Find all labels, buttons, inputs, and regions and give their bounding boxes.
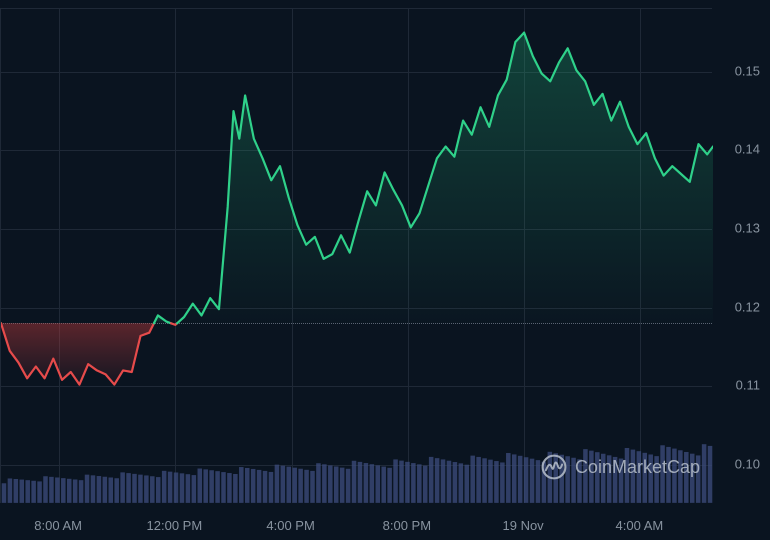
y-tick-label: 0.11 (736, 378, 760, 393)
y-tick-label: 0.12 (735, 299, 760, 314)
y-tick-label: 0.14 (735, 142, 760, 157)
y-tick-label: 0.13 (735, 221, 760, 236)
x-tick-label: 12:00 PM (147, 518, 203, 533)
x-tick-label: 8:00 AM (34, 518, 82, 533)
y-tick-label: 0.10 (735, 456, 760, 471)
attribution: CoinMarketCap (541, 454, 700, 480)
x-tick-label: 19 Nov (502, 518, 543, 533)
price-svg (1, 9, 713, 504)
price-chart[interactable] (0, 8, 712, 503)
y-axis: 0.10 0.11 0.12 0.13 0.14 0.15 (712, 8, 760, 503)
coinmarketcap-icon (541, 454, 567, 480)
attribution-label: CoinMarketCap (575, 457, 700, 478)
y-tick-label: 0.15 (735, 63, 760, 78)
x-tick-label: 4:00 AM (615, 518, 663, 533)
x-tick-label: 4:00 PM (266, 518, 314, 533)
x-tick-label: 8:00 PM (383, 518, 431, 533)
x-axis: 8:00 AM 12:00 PM 4:00 PM 8:00 PM 19 Nov 4:00 … (0, 510, 712, 540)
